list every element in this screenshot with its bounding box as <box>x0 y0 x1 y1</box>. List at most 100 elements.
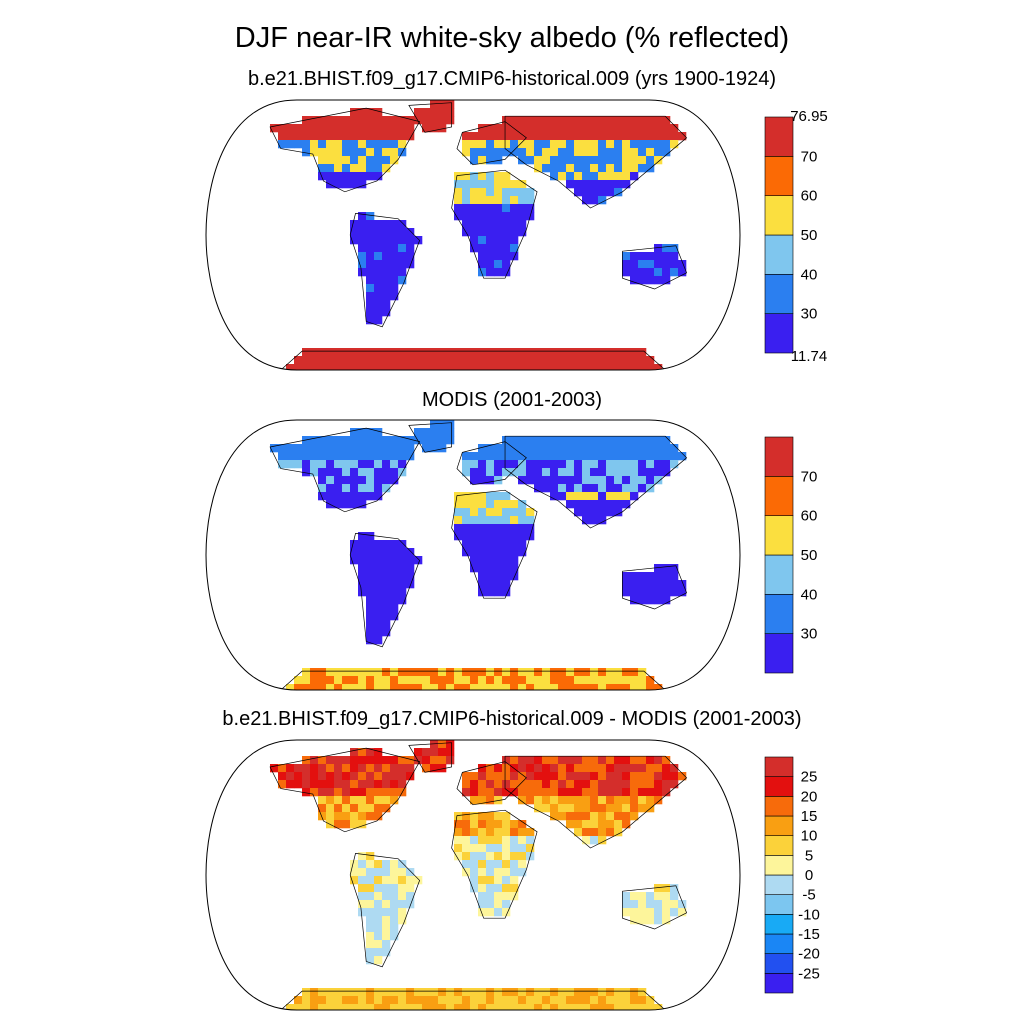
land-cell <box>438 764 447 773</box>
land-cell <box>374 764 383 773</box>
land-cell <box>358 228 367 237</box>
land-cell <box>334 356 343 365</box>
land-cell <box>462 220 471 229</box>
land-cell <box>526 684 535 690</box>
land-cell <box>510 524 519 533</box>
land-cell <box>406 444 415 453</box>
land-cell <box>518 220 527 229</box>
land-cell <box>318 804 327 813</box>
land-cell <box>590 476 599 485</box>
land-cell <box>374 676 383 685</box>
land-cell <box>430 676 439 685</box>
land-cell <box>390 284 399 293</box>
land-cell <box>630 132 639 141</box>
land-cell <box>542 668 551 677</box>
land-cell <box>462 452 471 461</box>
land-cell <box>294 996 303 1005</box>
land-cell <box>502 884 511 893</box>
land-cell <box>342 148 351 157</box>
land-cell <box>630 804 639 813</box>
land-cell <box>614 676 623 685</box>
land-cell <box>366 316 375 325</box>
land-cell <box>646 596 655 605</box>
land-cell <box>366 876 375 885</box>
land-cell <box>614 796 623 805</box>
land-cell <box>670 260 679 269</box>
land-cell <box>510 668 519 677</box>
land-cell <box>670 580 679 589</box>
land-cell <box>382 1004 391 1010</box>
land-cell <box>326 140 335 149</box>
land-cell <box>558 140 567 149</box>
land-cell <box>486 812 495 821</box>
land-cell <box>486 796 495 805</box>
colorbar-swatch <box>764 554 794 595</box>
land-cell <box>654 252 663 261</box>
land-cell <box>366 284 375 293</box>
land-cell <box>390 876 399 885</box>
land-cell <box>534 436 543 445</box>
land-cell <box>382 564 391 573</box>
land-cell <box>478 780 487 789</box>
land-cell <box>494 212 503 221</box>
land-cell <box>350 540 359 549</box>
land-cell <box>358 564 367 573</box>
land-cell <box>294 140 303 149</box>
land-cell <box>662 588 671 597</box>
land-cell <box>518 836 527 845</box>
land-cell <box>590 988 599 997</box>
land-cell <box>470 196 479 205</box>
land-cell <box>366 676 375 685</box>
land-cell <box>622 772 631 781</box>
land-cell <box>534 996 543 1005</box>
land-cell <box>598 1004 607 1010</box>
land-cell <box>646 996 655 1005</box>
land-cell <box>622 764 631 773</box>
coastline-southAmerica <box>349 853 421 968</box>
land-cell <box>678 268 687 277</box>
land-cell <box>566 172 575 181</box>
land-cell <box>438 444 447 453</box>
land-cell <box>342 796 351 805</box>
land-cell <box>494 684 503 690</box>
land-cell <box>606 676 615 685</box>
land-cell <box>470 148 479 157</box>
land-cell <box>630 460 639 469</box>
land-cell <box>478 564 487 573</box>
land-cell <box>574 492 583 501</box>
colorbar-swatch <box>764 855 794 876</box>
land-cell <box>334 148 343 157</box>
land-cell <box>350 132 359 141</box>
land-cell <box>558 476 567 485</box>
land-cell <box>446 676 455 685</box>
land-cell <box>446 436 455 445</box>
land-cell <box>470 500 479 509</box>
land-cell <box>630 788 639 797</box>
colorbar-swatch <box>764 835 794 856</box>
land-cell <box>502 540 511 549</box>
coastline-antarctica <box>279 990 667 1010</box>
land-cell <box>614 780 623 789</box>
land-cell <box>302 988 311 997</box>
land-cell <box>518 468 527 477</box>
land-cell <box>494 468 503 477</box>
land-cell <box>374 236 383 245</box>
land-cell <box>550 452 559 461</box>
land-cell <box>366 308 375 317</box>
land-cell <box>286 460 295 469</box>
land-cell <box>502 532 511 541</box>
land-cell <box>350 460 359 469</box>
land-cell <box>486 220 495 229</box>
colorbar-tick-label: 50 <box>801 547 818 564</box>
land-cell <box>438 364 447 370</box>
land-cell <box>454 812 463 821</box>
land-cell <box>622 580 631 589</box>
land-cell <box>654 564 663 573</box>
land-cell <box>574 668 583 677</box>
land-cell <box>470 476 479 485</box>
land-cell <box>358 796 367 805</box>
land-cell <box>470 884 479 893</box>
land-cell <box>382 140 391 149</box>
land-cell <box>526 756 535 765</box>
